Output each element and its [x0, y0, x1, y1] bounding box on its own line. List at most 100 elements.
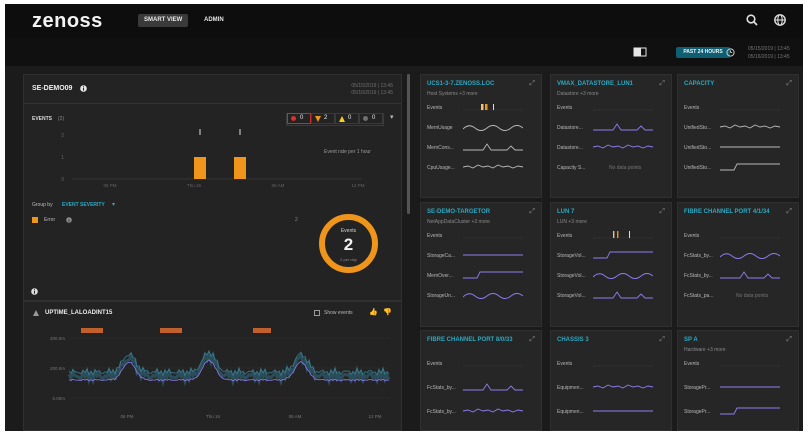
expand-icon[interactable]: ⤢: [529, 80, 535, 87]
group-by-select[interactable]: EVENT SEVERITY: [62, 202, 105, 208]
events-sparkline[interactable]: [720, 230, 780, 240]
metric-sparkline[interactable]: [593, 122, 653, 132]
widget-title[interactable]: CHASSIS 3: [557, 337, 589, 343]
events-sparkline[interactable]: [593, 230, 653, 240]
panel-info-icon[interactable]: [31, 288, 38, 295]
chevron-down-icon[interactable]: ▾: [112, 202, 116, 208]
uptime-y-tick: 400.0m: [50, 336, 65, 341]
uptime-event-marker[interactable]: [81, 328, 103, 333]
metric-sparkline[interactable]: [463, 382, 523, 392]
expand-icon[interactable]: ⤢: [786, 80, 792, 87]
events-sparkline[interactable]: [463, 230, 523, 240]
metric-sparkline[interactable]: [720, 162, 780, 172]
uptime-event-marker[interactable]: [160, 328, 182, 333]
metric-row-label: Capacity S...: [557, 165, 586, 171]
widget-panel[interactable]: SP A ⤢ Hardware +3 more Events StoragePr... S…: [677, 330, 799, 431]
events-bar[interactable]: [234, 157, 246, 179]
widget-title[interactable]: CAPACITY: [684, 81, 715, 87]
metric-sparkline[interactable]: [593, 142, 653, 152]
smart-view-button[interactable]: SMART VIEW: [138, 14, 189, 27]
info-icon[interactable]: [80, 85, 87, 92]
widget-panel[interactable]: CHASSIS 3 ⤢ Events Equipmen... Equipmen...: [550, 330, 672, 431]
show-events-label: Show events: [324, 310, 353, 316]
events-row-label: Events: [557, 105, 573, 111]
events-sparkline[interactable]: [720, 102, 780, 112]
metric-sparkline[interactable]: [720, 382, 780, 392]
widget-title[interactable]: LUN 7: [557, 209, 575, 215]
events-sparkline[interactable]: [593, 102, 653, 112]
metric-sparkline[interactable]: [463, 270, 523, 280]
metric-row-label: StorageVol...: [557, 253, 586, 259]
expand-icon[interactable]: ⤢: [529, 336, 535, 343]
widget-title[interactable]: SP A: [684, 337, 698, 343]
clock-icon[interactable]: [726, 48, 735, 57]
expand-icon[interactable]: ⤢: [659, 336, 665, 343]
expand-icon[interactable]: ⤢: [529, 208, 535, 215]
widget-title[interactable]: SE-DEMO-TARGETOR: [427, 209, 491, 215]
time-range-dates: 05/15/2019 | 13:45 05/16/2019 | 13:45: [748, 45, 790, 61]
metric-sparkline[interactable]: [463, 290, 523, 300]
metric-sparkline[interactable]: [463, 122, 523, 132]
metric-row-label: Equipmen...: [557, 409, 584, 415]
widget-panel[interactable]: UCS1-3-7.ZENOSS.LOC ⤢ Host Systems +3 more…: [420, 74, 542, 198]
widget-title[interactable]: VMAX_DATASTORE_LUN1: [557, 81, 634, 87]
layout-toggle-icon[interactable]: [633, 47, 647, 57]
widget-panel[interactable]: VMAX_DATASTORE_LUN1 ⤢ Datastore +3 more Eve…: [550, 74, 672, 198]
expand-icon[interactable]: ⤢: [786, 208, 792, 215]
info-count[interactable]: 0: [359, 113, 383, 124]
thumbs-down-icon[interactable]: 👎: [383, 309, 392, 316]
widget-panel[interactable]: SE-DEMO-TARGETOR ⤢ NetAppDataCluster +3 mo…: [420, 202, 542, 327]
admin-button[interactable]: ADMIN: [204, 17, 224, 23]
date-from: 05/15/2019 | 13:45: [748, 46, 790, 52]
metric-sparkline[interactable]: [720, 406, 780, 416]
metric-sparkline[interactable]: [593, 290, 653, 300]
metric-sparkline[interactable]: [463, 142, 523, 152]
critical-count[interactable]: 0: [287, 113, 311, 124]
metric-sparkline[interactable]: [593, 270, 653, 280]
widget-panel[interactable]: CAPACITY ⤢ Events UnifiedSto... UnifiedSto..…: [677, 74, 799, 198]
expand-icon[interactable]: ⤢: [659, 208, 665, 215]
metric-sparkline[interactable]: [720, 270, 780, 280]
metric-sparkline[interactable]: [463, 250, 523, 260]
error-count[interactable]: 2: [311, 113, 335, 124]
uptime-x-tick: 06 AM: [289, 414, 302, 419]
metric-row-label: UnifiedSto...: [684, 145, 712, 151]
metric-sparkline[interactable]: [593, 382, 653, 392]
expand-icon[interactable]: ⤢: [786, 336, 792, 343]
widget-title[interactable]: FIBRE CHANNEL PORT 4/1/34: [684, 209, 770, 215]
metric-sparkline[interactable]: [593, 250, 653, 260]
thumbs-up-icon[interactable]: 👍: [369, 309, 378, 316]
collapse-events-icon[interactable]: ▾: [390, 114, 394, 121]
metric-sparkline[interactable]: [720, 250, 780, 260]
widget-panel[interactable]: LUN 7 ⤢ LUN +3 more Events StorageVol... Stor…: [550, 202, 672, 327]
metric-row-label: Datastore...: [557, 125, 583, 131]
events-sparkline[interactable]: [720, 358, 780, 368]
error-legend-info-icon[interactable]: [66, 217, 72, 223]
metric-sparkline[interactable]: [720, 142, 780, 152]
events-sparkline[interactable]: [463, 102, 523, 112]
widget-panel[interactable]: FIBRE CHANNEL PORT 8/0/33 ⤢ Events FcStats_…: [420, 330, 542, 431]
metric-sparkline[interactable]: [463, 406, 523, 416]
expand-icon[interactable]: ⤢: [659, 80, 665, 87]
scrollbar[interactable]: [407, 74, 410, 214]
metric-sparkline[interactable]: [463, 162, 523, 172]
severity-counters: 0 2 0 0: [286, 113, 384, 126]
show-events-checkbox[interactable]: [314, 310, 320, 316]
globe-icon[interactable]: [773, 13, 787, 27]
warning-count[interactable]: 0: [335, 113, 359, 124]
uptime-event-marker[interactable]: [253, 328, 271, 333]
events-sparkline[interactable]: [593, 358, 653, 368]
events-bar[interactable]: [194, 157, 206, 179]
widget-panel[interactable]: FIBRE CHANNEL PORT 4/1/34 ⤢ Events FcStats_…: [677, 202, 799, 327]
zenoss-logo[interactable]: zenoss: [32, 10, 103, 32]
no-data-label: No data points: [736, 293, 769, 299]
uptime-y-tick: 200.0m: [50, 366, 65, 371]
metric-sparkline[interactable]: [720, 122, 780, 132]
metric-sparkline[interactable]: [593, 406, 653, 416]
events-sparkline[interactable]: [463, 358, 523, 368]
uptime-x-tick: Thu 16: [206, 414, 221, 419]
widget-title[interactable]: FIBRE CHANNEL PORT 8/0/33: [427, 337, 513, 343]
search-icon[interactable]: [745, 13, 759, 27]
widget-title[interactable]: UCS1-3-7.ZENOSS.LOC: [427, 81, 495, 87]
time-range-button[interactable]: PAST 24 HOURS: [676, 47, 730, 58]
